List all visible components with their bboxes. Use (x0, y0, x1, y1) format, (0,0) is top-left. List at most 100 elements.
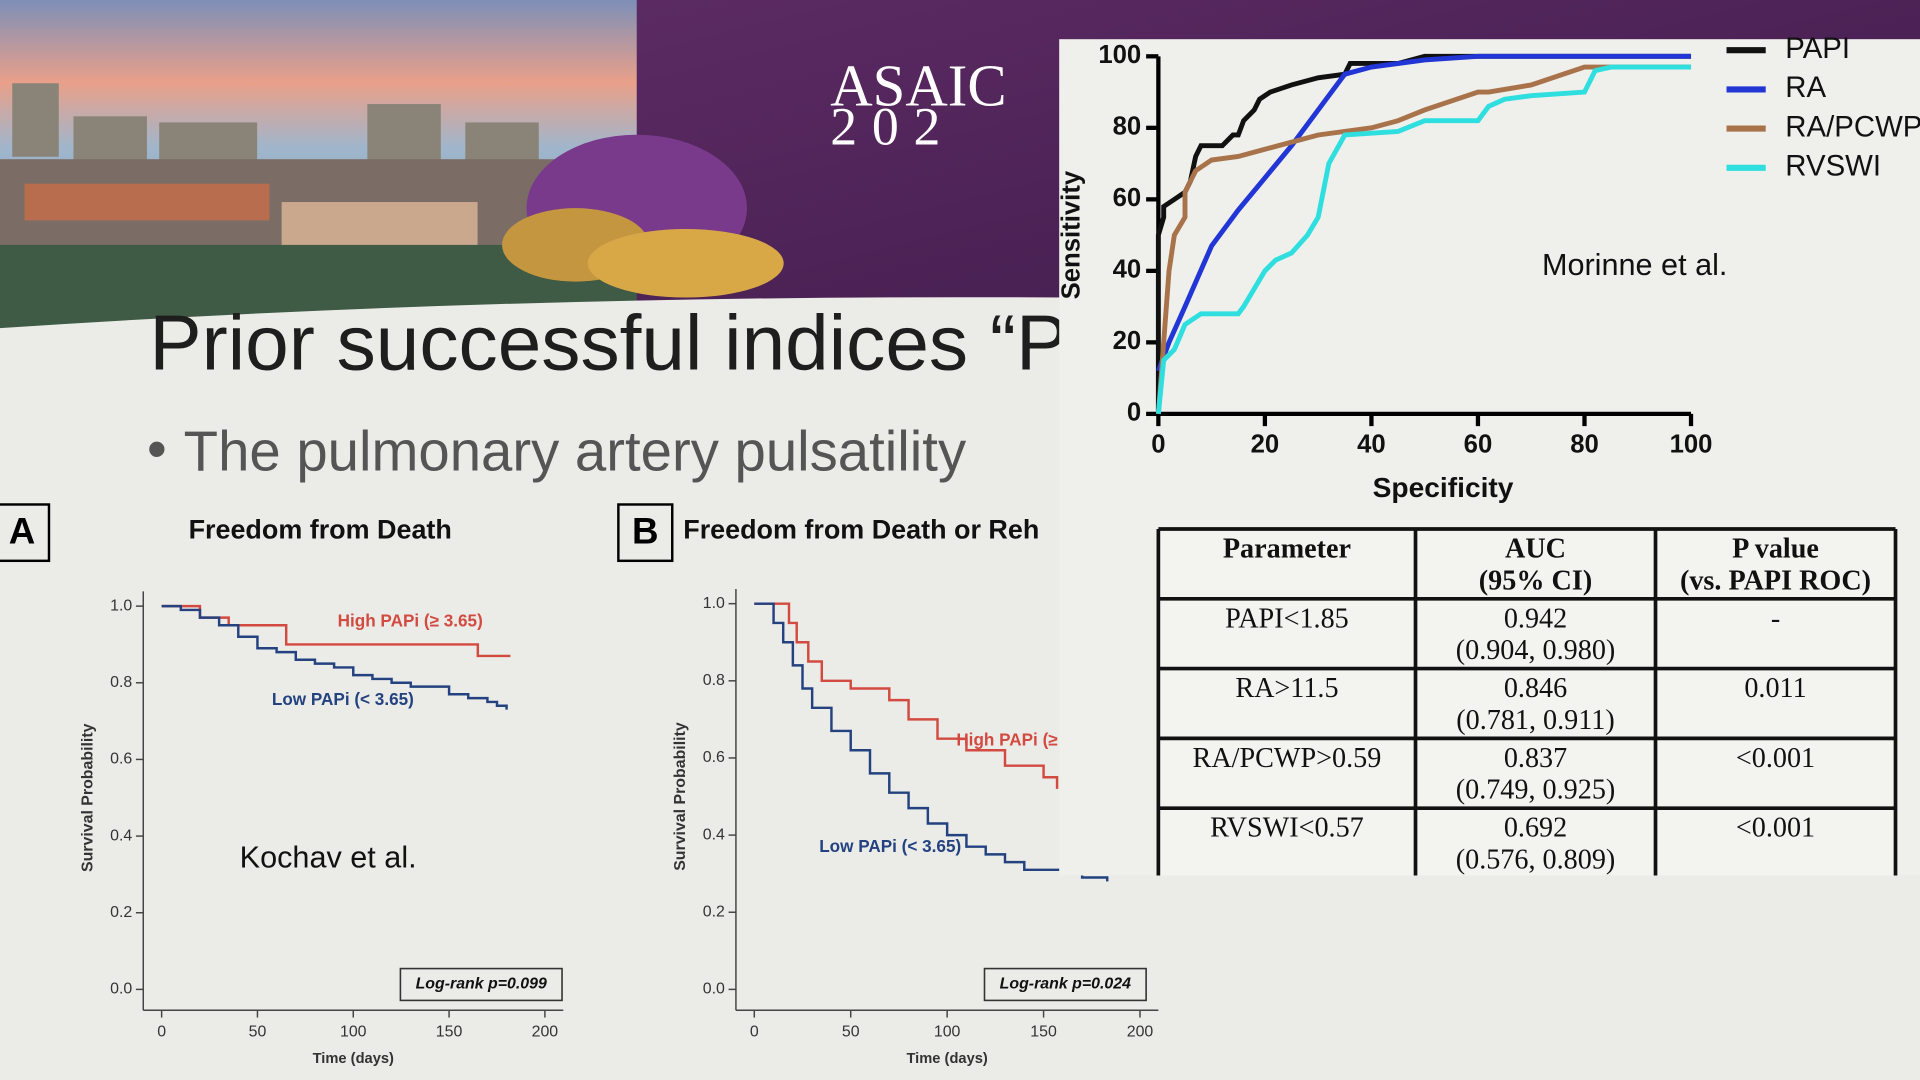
annotation: Morinne et al. (1542, 248, 1727, 282)
panel-letter: A (9, 511, 36, 552)
table-header: AUC (1505, 533, 1566, 564)
slide-title: Prior successful indices “PA (149, 299, 1115, 387)
table-cell: RA>11.5 (1235, 673, 1338, 704)
annotation: Kochav et al. (240, 841, 417, 875)
panel-letter-box (0, 503, 51, 563)
table-cell: 0.837 (1504, 743, 1567, 774)
x-tick-label: 150 (1030, 1023, 1057, 1040)
table-cell: RVSWI<0.57 (1210, 813, 1364, 844)
y-tick-label: 1.0 (110, 597, 132, 614)
x-tick-label: 100 (340, 1023, 367, 1040)
y-tick-label: 0.8 (703, 672, 725, 689)
series-line (1156, 53, 1692, 372)
annotation: Log-rank p=0.024 (1000, 976, 1131, 993)
series-line (754, 602, 1059, 789)
series-label: Low PAPi (< 3.65) (819, 836, 961, 856)
panel-letter: B (632, 511, 659, 552)
series-line (161, 604, 508, 710)
y-tick-label: 0.4 (703, 826, 725, 843)
y-axis-label: Survival Probability (672, 722, 689, 871)
x-tick-label: 20 (1251, 431, 1280, 459)
y-tick-label: 0.2 (110, 904, 132, 921)
x-tick-label: 150 (436, 1023, 463, 1040)
x-axis-label: Time (days) (313, 1051, 394, 1067)
x-tick-label: 80 (1570, 431, 1599, 459)
chart-title: Freedom from Death or Reh (683, 515, 1039, 545)
chart-title: Freedom from Death (189, 515, 452, 545)
annotation-box (399, 967, 563, 1002)
mask-decoration (502, 134, 784, 298)
x-axis-label: Time (days) (906, 1051, 987, 1067)
table-header: P value (1732, 533, 1819, 564)
table-cell: (0.904, 0.980) (1456, 635, 1616, 666)
y-tick-label: 40 (1113, 256, 1142, 284)
y-tick-label: 0.0 (703, 981, 725, 998)
legend-label: PAPI (1785, 32, 1850, 65)
table-cell: (0.749, 0.925) (1456, 775, 1616, 806)
x-tick-label: 200 (532, 1023, 559, 1040)
table-cell: 0.942 (1504, 603, 1567, 634)
y-axis-label: Sensitivity (1057, 170, 1085, 299)
annotation-box (983, 967, 1147, 1002)
x-tick-label: 0 (750, 1023, 759, 1040)
table-header: (vs. PAPI ROC) (1680, 565, 1871, 596)
y-tick-label: 80 (1113, 113, 1142, 141)
y-tick-label: 0.0 (110, 981, 132, 998)
y-tick-label: 0.6 (110, 751, 132, 768)
table-cell: 0.846 (1504, 673, 1567, 704)
table-header: (95% CI) (1479, 565, 1592, 596)
banner-text: 202 (830, 97, 955, 157)
table-cell: 0.011 (1744, 673, 1806, 704)
km-chart-a: 0.0 0.2 0.4 0.6 0.8 1.0 0 50 100 150 200 Time (days… (0, 503, 564, 1067)
x-tick-label: 0 (1151, 431, 1165, 459)
bullet-text: The pulmonary artery pulsatility (184, 419, 967, 482)
series-line (1155, 64, 1692, 415)
table-cell: RA/PCWP>0.59 (1193, 743, 1382, 774)
legend-label: RVSWI (1785, 150, 1881, 183)
series-label: High PAPi (≥ (956, 729, 1057, 749)
y-tick-label: 0.8 (110, 674, 132, 691)
km-chart-b: 0.0 0.2 0.4 0.6 0.8 1.0 0 50 100 150 200 Time (days… (617, 503, 1159, 1067)
series-line (1155, 64, 1692, 415)
x-tick-label: 40 (1357, 431, 1386, 459)
roc-chart: 0 20 40 60 80 100 0 20 40 60 80 100 Specificity Sensi… (1057, 32, 1920, 503)
x-tick-label: 200 (1127, 1023, 1154, 1040)
x-tick-label: 100 (1670, 431, 1713, 459)
x-axis-label: Specificity (1373, 472, 1514, 503)
x-tick-label: 50 (842, 1023, 860, 1040)
table-cell: <0.001 (1736, 743, 1815, 774)
y-axis-label: Survival Probability (79, 723, 96, 872)
table-bg (1158, 528, 1896, 876)
x-tick-label: 60 (1464, 431, 1493, 459)
y-tick-label: 0 (1127, 399, 1141, 427)
y-tick-label: 0.6 (703, 749, 725, 766)
banner-text: ASAIC (830, 53, 1006, 118)
table-header: Parameter (1223, 533, 1351, 564)
series-line (1155, 53, 1692, 414)
x-tick-label: 0 (157, 1023, 166, 1040)
table-cell: PAPI<1.85 (1225, 603, 1349, 634)
y-tick-label: 20 (1113, 327, 1142, 355)
y-tick-label: 100 (1098, 41, 1141, 69)
legend-label: RA (1785, 71, 1826, 104)
y-tick-label: 60 (1113, 184, 1142, 212)
series-line (161, 604, 511, 658)
y-tick-label: 0.4 (110, 827, 132, 844)
table-cell: - (1771, 603, 1780, 634)
series-label: Low PAPi (< 3.65) (272, 689, 414, 709)
panel-letter-box (617, 503, 674, 563)
y-tick-label: 0.2 (703, 903, 725, 920)
x-tick-label: 50 (249, 1023, 267, 1040)
x-tick-label: 100 (934, 1023, 961, 1040)
y-tick-label: 1.0 (703, 595, 725, 612)
table-cell: (0.576, 0.809) (1456, 845, 1616, 876)
series-line (754, 602, 1109, 882)
legend-label: RA/PCWP (1785, 110, 1920, 143)
table-cell: 0.692 (1504, 813, 1567, 844)
series-label: High PAPi (≥ 3.65) (338, 611, 483, 631)
annotation: Log-rank p=0.099 (416, 976, 547, 993)
table-cell: <0.001 (1736, 813, 1815, 844)
bullet-dot: • (147, 417, 167, 480)
